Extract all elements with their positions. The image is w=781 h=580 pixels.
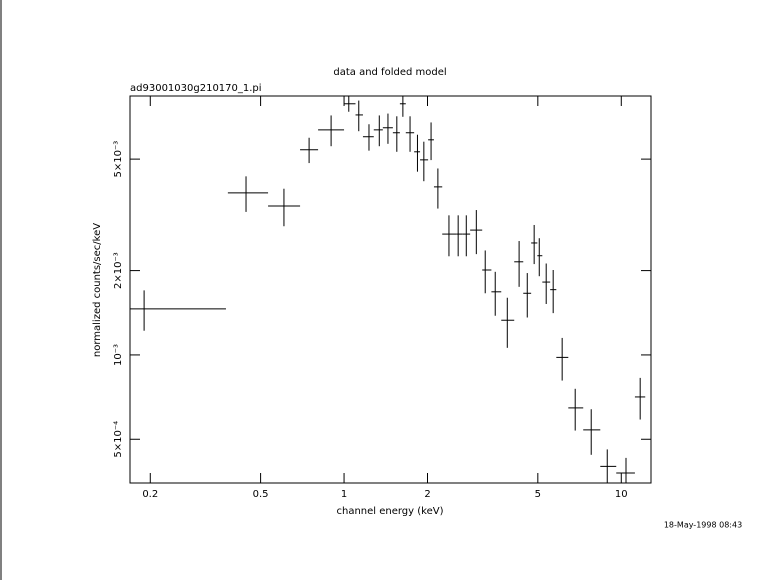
x-tick-label: 5 [535,489,541,500]
x-tick-label: 0.5 [253,489,269,500]
y-tick-label: 5×10⁻⁴ [113,421,124,458]
file-name: ad93001030g210170_1.pi [130,83,262,94]
y-tick-label: 5×10⁻³ [113,141,124,178]
plot-frame [129,95,652,484]
y-tick-label: 10⁻³ [113,344,124,366]
timestamp: 18-May-1998 08:43 [664,521,742,530]
x-tick-label: 1 [341,489,347,500]
x-tick-label: 0.2 [142,489,158,500]
y-tick-label: 2×10⁻³ [113,252,124,289]
x-axis-label: channel energy (keV) [336,506,443,517]
x-tick-label: 10 [615,489,628,500]
x-tick-label: 2 [424,489,430,500]
y-axis-label: normalized counts/sec/keV [92,223,103,357]
chart-title: data and folded model [333,67,446,78]
